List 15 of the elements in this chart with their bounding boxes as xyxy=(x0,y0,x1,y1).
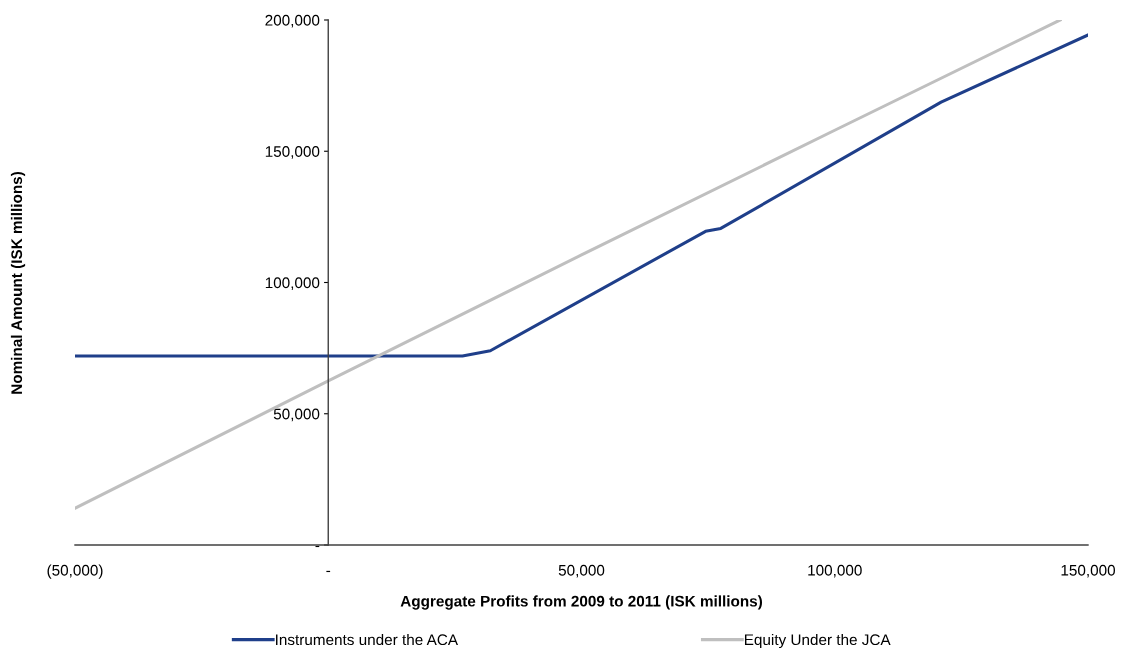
y-axis-title: Nominal Amount (ISK millions) xyxy=(10,172,26,394)
x-axis-title: Aggregate Profits from 2009 to 2011 (ISK millions) xyxy=(400,595,763,610)
x-tick-label: (50,000) xyxy=(47,564,103,579)
x-tick-label: 150,000 xyxy=(1061,564,1116,578)
y-tick-label: 50,000 xyxy=(273,408,320,422)
y-tick-label: 100,000 xyxy=(265,277,320,290)
y-tick-label: - xyxy=(315,545,320,548)
x-tick-label: 100,000 xyxy=(808,564,862,578)
y-tick-label: 200,000 xyxy=(265,14,320,28)
y-tick-label: 150,000 xyxy=(265,146,320,159)
legend-label: Equity Under the JCA xyxy=(744,633,891,649)
line-series xyxy=(75,33,1088,358)
x-tick-label: 50,000 xyxy=(558,564,605,578)
x-tick-label: - xyxy=(326,570,331,573)
legend-label: Instruments under the ACA xyxy=(276,633,459,646)
